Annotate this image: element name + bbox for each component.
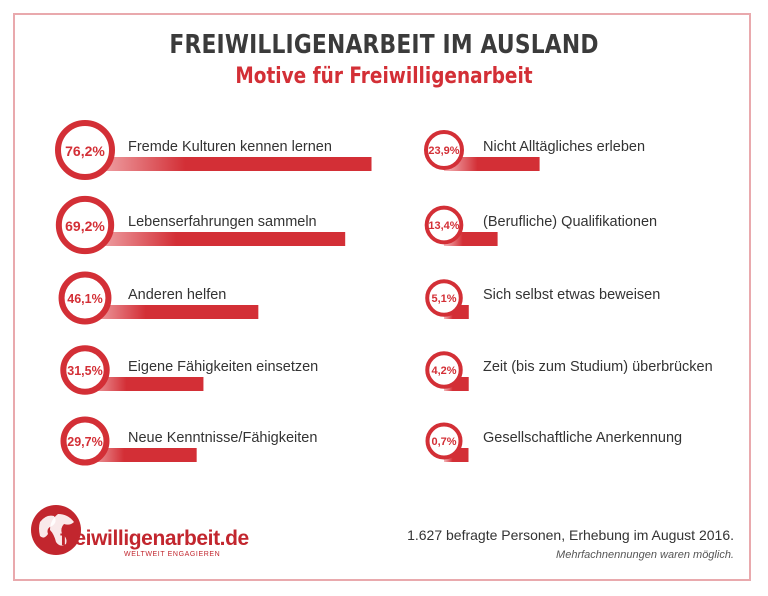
category-label: Anderen helfen: [128, 287, 226, 303]
category-label: Zeit (bis zum Studium) überbrücken: [483, 359, 713, 375]
infographic-frame: [13, 13, 751, 581]
value-circle: [425, 279, 463, 317]
bar-group: 23,9% Nicht Alltägliches erleben: [424, 130, 645, 171]
survey-source: 1.627 befragte Personen, Erhebung im Aug…: [407, 527, 734, 543]
value-circle: [425, 351, 463, 389]
value-circle: [424, 205, 464, 245]
bar: [444, 157, 540, 171]
logo: freiwilligenarbeit.de WELTWEIT ENGAGIERE…: [28, 500, 249, 570]
value-circle: [424, 130, 464, 170]
bar: [85, 305, 259, 319]
page-title: FREIWILLIGENARBEIT IM AUSLAND: [169, 30, 599, 60]
value-label: 69,2%: [65, 218, 105, 234]
value-circle: [425, 422, 463, 460]
value-label: 23,9%: [428, 145, 459, 157]
bar: [85, 157, 372, 171]
bar-group: 5,1% Sich selbst etwas beweisen: [425, 279, 660, 319]
value-circle: [55, 195, 115, 255]
value-label: 4,2%: [431, 365, 456, 377]
bar: [85, 448, 197, 462]
bar-group: 31,5% Eigene Fähigkeiten einsetzen: [60, 345, 318, 395]
value-circle: [60, 345, 110, 395]
value-circle: [55, 120, 115, 180]
category-label: Eigene Fähigkeiten einsetzen: [128, 359, 318, 375]
survey-note: Mehrfachnennungen waren möglich.: [556, 549, 734, 561]
category-label: Lebenserfahrungen sammeln: [128, 214, 317, 230]
bar-group: 4,2% Zeit (bis zum Studium) überbrücken: [425, 351, 713, 391]
value-label: 46,1%: [67, 292, 102, 306]
page-subtitle: Motive für Freiwilligenarbeit: [235, 64, 533, 89]
value-label: 0,7%: [431, 436, 456, 448]
bar: [85, 377, 204, 391]
category-label: Nicht Alltägliches erleben: [483, 139, 645, 155]
bar-group: 29,7% Neue Kenntnisse/Fähigkeiten: [60, 416, 317, 466]
category-label: Fremde Kulturen kennen lernen: [128, 139, 332, 155]
logo-wordmark: freiwilligenarbeit.de: [60, 527, 249, 550]
value-label: 29,7%: [67, 435, 102, 449]
value-circle: [60, 416, 110, 466]
globe-icon: [31, 505, 81, 555]
category-label: Neue Kenntnisse/Fähigkeiten: [128, 430, 317, 446]
bar-group: 69,2% Lebenserfahrungen sammeln: [55, 195, 346, 255]
category-label: Gesellschaftliche Anerkennung: [483, 430, 682, 446]
value-label: 76,2%: [65, 143, 105, 159]
category-label: (Berufliche) Qualifikationen: [483, 214, 657, 230]
logo-tagline: WELTWEIT ENGAGIEREN: [124, 551, 221, 558]
value-label: 13,4%: [428, 220, 459, 232]
bar-group: 0,7% Gesellschaftliche Anerkennung: [425, 422, 682, 462]
value-circle: [58, 271, 112, 325]
bar: [85, 232, 346, 246]
value-label: 5,1%: [431, 293, 456, 305]
bar-group: 46,1% Anderen helfen: [58, 271, 259, 325]
category-label: Sich selbst etwas beweisen: [483, 287, 660, 303]
value-label: 31,5%: [67, 364, 102, 378]
bar-group: 13,4% (Berufliche) Qualifikationen: [424, 205, 657, 246]
bar-group: 76,2% Fremde Kulturen kennen lernen: [55, 120, 372, 180]
